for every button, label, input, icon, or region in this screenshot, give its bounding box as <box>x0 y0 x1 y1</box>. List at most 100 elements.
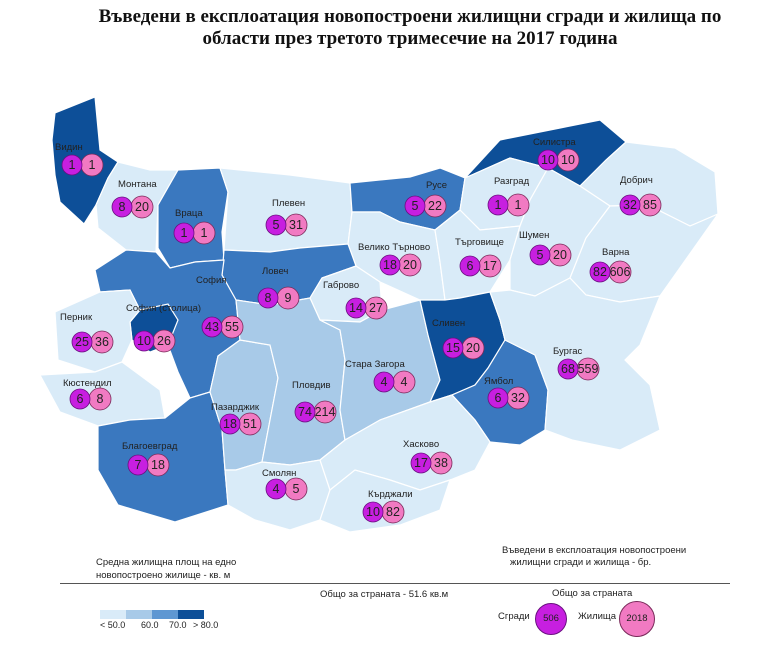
buildings-count: 4 <box>381 375 388 389</box>
dwellings-count: 5 <box>293 482 300 496</box>
buildings-bubble <box>257 287 279 309</box>
buildings-count: 32 <box>623 198 637 212</box>
buildings-count: 10 <box>366 505 380 519</box>
buildings-count: 15 <box>446 341 460 355</box>
region-name-label: Шумен <box>519 230 549 241</box>
region-pernik <box>54 289 141 373</box>
buildings-count: 17 <box>414 456 428 470</box>
region-name-label: Търговище <box>455 237 504 248</box>
dwellings-count: 214 <box>315 405 336 419</box>
buildings-count: 4 <box>273 482 280 496</box>
legend-divider <box>60 583 730 584</box>
dwellings-count: 22 <box>428 199 442 213</box>
legend-buildings-label: Сгради <box>498 611 530 622</box>
region-name-label: Враца <box>175 208 203 219</box>
dwellings-count: 20 <box>466 341 480 355</box>
dwellings-count: 27 <box>369 301 383 315</box>
scale-label-3: 70.0 <box>169 620 187 630</box>
dwellings-count: 20 <box>135 200 149 214</box>
region-name-label: Ловеч <box>262 266 288 277</box>
region-name-label: Сливен <box>432 318 465 329</box>
buildings-count: 5 <box>412 199 419 213</box>
buildings-bubble <box>529 244 551 266</box>
buildings-count: 1 <box>495 198 502 212</box>
region-name-label: Кюстендил <box>63 378 112 389</box>
buildings-bubble <box>201 316 223 338</box>
buildings-count: 10 <box>137 334 151 348</box>
region-name-label: София (столица) <box>126 303 201 314</box>
buildings-bubble <box>487 194 509 216</box>
dwellings-count: 1 <box>89 158 96 172</box>
buildings-bubble <box>589 261 611 283</box>
dwellings-count: 1 <box>201 226 208 240</box>
dwellings-count: 32 <box>511 391 525 405</box>
buildings-bubble <box>219 413 241 435</box>
region-name-label: Видин <box>55 142 83 153</box>
region-pleven <box>219 167 353 253</box>
buildings-bubble <box>265 478 287 500</box>
legend-dwellings-bubble: 2018 <box>619 601 655 637</box>
legend-dwellings-label: Жилища <box>578 611 617 622</box>
buildings-count: 6 <box>77 392 84 406</box>
scale-swatch-4 <box>178 610 204 619</box>
dwellings-count: 51 <box>243 417 257 431</box>
buildings-bubble <box>373 371 395 393</box>
legend-country-total: Общо за страната <box>552 588 633 599</box>
dwellings-count: 8 <box>97 392 104 406</box>
buildings-bubble <box>173 222 195 244</box>
legend-buildings-bubble: 506 <box>535 603 567 635</box>
buildings-bubble <box>410 452 432 474</box>
dwellings-count: 20 <box>553 248 567 262</box>
buildings-bubble <box>537 149 559 171</box>
region-name-label: Плевен <box>272 198 305 209</box>
region-name-label: Пловдив <box>292 380 331 391</box>
buildings-count: 1 <box>181 226 188 240</box>
dwellings-count: 55 <box>225 320 239 334</box>
buildings-bubble <box>111 196 133 218</box>
buildings-count: 7 <box>135 458 142 472</box>
buildings-count: 5 <box>537 248 544 262</box>
buildings-bubble <box>127 454 149 476</box>
region-name-label: Разград <box>494 176 530 187</box>
buildings-bubble <box>61 154 83 176</box>
buildings-count: 10 <box>541 153 555 167</box>
buildings-bubble <box>619 194 641 216</box>
title-line-2: области през третото тримесечие на 2017 … <box>202 28 618 49</box>
dwellings-count: 20 <box>403 258 417 272</box>
title-line-1: Въведени в експлоатация новопостроени жи… <box>98 6 722 27</box>
dwellings-count: 4 <box>401 375 408 389</box>
region-name-label: Пазарджик <box>211 402 260 413</box>
region-name-label: Кърджали <box>368 489 413 500</box>
dwellings-count: 10 <box>561 153 575 167</box>
dwellings-count: 82 <box>386 505 400 519</box>
buildings-count: 6 <box>495 391 502 405</box>
scale-label-4: > 80.0 <box>193 620 219 630</box>
buildings-count: 82 <box>593 265 607 279</box>
buildings-bubble <box>294 401 316 423</box>
region-name-label: Хасково <box>403 439 439 450</box>
buildings-bubble <box>557 358 579 380</box>
buildings-bubble <box>379 254 401 276</box>
buildings-bubble <box>362 501 384 523</box>
buildings-bubble <box>459 255 481 277</box>
region-targovishte <box>434 209 521 301</box>
scale-label-1: < 50.0 <box>100 620 126 630</box>
buildings-count: 14 <box>349 301 363 315</box>
buildings-count: 6 <box>467 259 474 273</box>
region-name-label: Габрово <box>323 280 359 291</box>
dwellings-count: 31 <box>289 218 303 232</box>
buildings-count: 1 <box>69 158 76 172</box>
region-name-label: Ямбол <box>484 376 513 387</box>
region-name-label: Бургас <box>553 346 582 357</box>
dwellings-count: 9 <box>285 291 292 305</box>
area-color-scale <box>100 606 204 624</box>
dwellings-count: 559 <box>578 362 599 376</box>
legend-area-title-2: новопостроено жилище - кв. м <box>96 570 231 581</box>
buildings-bubble <box>345 297 367 319</box>
buildings-count: 8 <box>119 200 126 214</box>
buildings-count: 25 <box>75 335 89 349</box>
buildings-count: 18 <box>223 417 237 431</box>
legend-bubbles-title-1: Въведени в експлоатация новопостроени <box>502 545 687 556</box>
dwellings-count: 1 <box>515 198 522 212</box>
region-name-label: Русе <box>426 180 447 191</box>
